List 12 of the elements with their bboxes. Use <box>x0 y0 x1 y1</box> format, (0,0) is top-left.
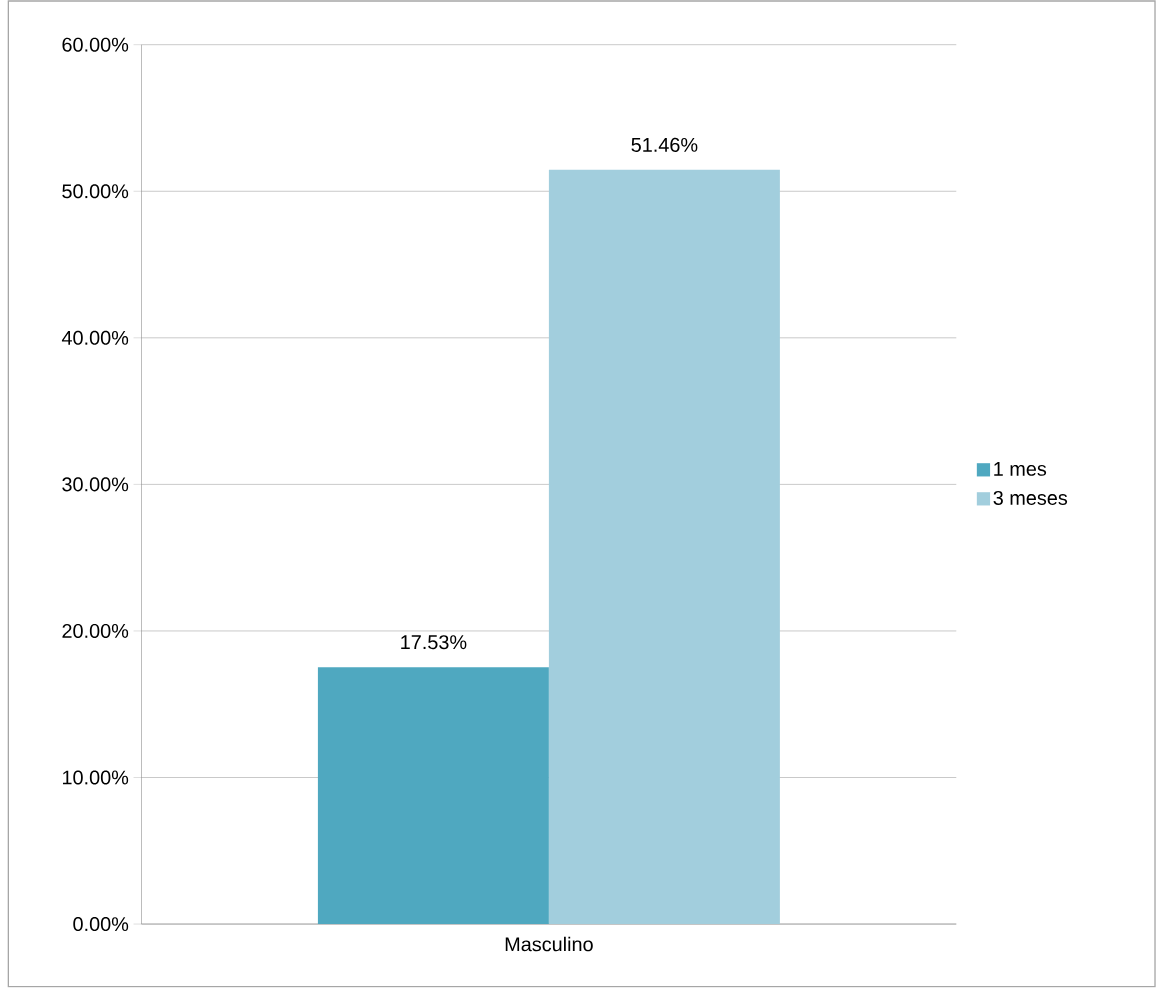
y-tick-label: 50.00% <box>62 184 129 199</box>
y-tick-label: 60.00% <box>62 37 129 52</box>
x-tick-label: Masculino <box>505 936 593 952</box>
y-tick-label: 30.00% <box>62 477 129 492</box>
y-tick-label: 20.00% <box>62 624 129 639</box>
legend-label: 3 meses <box>993 491 1068 506</box>
data-label: 17.53% <box>401 635 467 650</box>
y-tick-label: 40.00% <box>61 330 129 346</box>
y-tick-label: 0.00% <box>73 917 129 932</box>
legend-label: 1 mes <box>994 462 1047 477</box>
y-tick-label: 10.00% <box>62 770 129 785</box>
data-label: 51.46% <box>631 138 698 153</box>
